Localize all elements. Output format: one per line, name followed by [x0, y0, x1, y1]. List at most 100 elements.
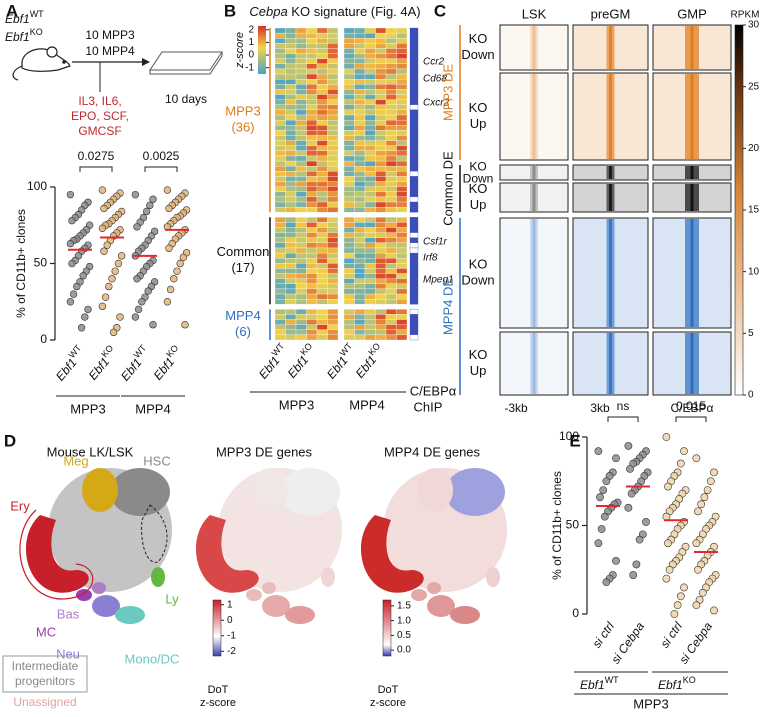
colorbar [212, 599, 222, 657]
heatmap-cell [354, 150, 366, 157]
heatmap-cell [327, 89, 339, 95]
heatmap-cell [385, 130, 397, 136]
heatmap-cell [274, 145, 286, 151]
heatmap-cell [364, 278, 376, 284]
heatmap-cell [385, 207, 397, 213]
heatmap-cell [306, 119, 318, 126]
chip-cell [409, 58, 419, 64]
chip-cell [409, 227, 419, 233]
heatmap-cell [295, 27, 307, 34]
heatmap-cell [385, 273, 397, 279]
heatmap-cell [354, 207, 366, 213]
heatmap-cell [364, 186, 376, 192]
heatmap-cell [327, 119, 339, 126]
data-point [692, 539, 701, 548]
heatmap-cell [385, 263, 397, 269]
heatmap-cell [364, 160, 376, 167]
chip-cell [409, 329, 419, 336]
heatmap-cell [306, 109, 318, 116]
y-tick-label: 50 [34, 256, 48, 270]
data-point [149, 321, 157, 329]
heatmap-cell [354, 232, 366, 238]
heatmap-cell [385, 73, 397, 80]
heatmap-cell [375, 186, 387, 192]
heatmap-cell [385, 196, 397, 203]
data-point [170, 275, 178, 283]
heatmap-cell [316, 89, 328, 95]
gene: Ebf1 [5, 12, 30, 26]
heatmap-cell [375, 283, 387, 290]
heatmap-cell [327, 155, 339, 162]
heatmap-cell [354, 309, 366, 315]
data-point [599, 486, 608, 494]
heatmap-cell [375, 135, 387, 141]
gene: Ebf1 [5, 30, 30, 44]
heatmap-cell [316, 314, 328, 320]
heatmap-cell [364, 94, 376, 100]
heatmap-cell [343, 242, 355, 249]
row-label: Up [470, 116, 487, 131]
chip-cell [409, 119, 419, 126]
heatmap-cell [354, 140, 366, 146]
heatmap-cell [385, 68, 397, 75]
umap-cluster [486, 567, 500, 587]
data-point [149, 195, 157, 203]
heatmap-cell [343, 222, 355, 228]
heatmap-cell [375, 242, 387, 249]
heatmap-cell [385, 160, 397, 167]
heatmap-cell [354, 171, 366, 177]
heatmap-cell [396, 309, 408, 315]
data-point [692, 454, 701, 463]
row-label: Down [461, 272, 494, 287]
heatmap-cell [396, 32, 408, 39]
x-label: -3kb [504, 401, 528, 415]
heatmap-cell [343, 237, 355, 244]
data-point [98, 224, 107, 233]
heatmap-cell [327, 32, 339, 39]
row-label: KO [469, 256, 488, 271]
heatmap-cell [274, 217, 286, 223]
heatmap-cell [396, 263, 408, 269]
heatmap-cell [274, 273, 286, 279]
heatmap-cell [385, 140, 397, 146]
heatmap-cell [385, 58, 397, 64]
gene: Ebf1 [256, 354, 283, 382]
heatmap-cell [285, 166, 297, 172]
heatmap-cell [343, 89, 355, 95]
heatmap-cell [354, 314, 366, 320]
data-point [100, 204, 108, 213]
heatmap-cell [396, 288, 408, 295]
heatmap-cell [327, 232, 339, 238]
heatmap-cell [343, 207, 355, 213]
column-label: GMP [677, 6, 707, 21]
heatmap-cell [274, 288, 286, 295]
heatmap-cell [396, 299, 408, 305]
x-label: 3kb [590, 401, 610, 415]
gene: Ebf1 [285, 353, 312, 381]
heatmap-cell [385, 38, 397, 44]
heatmap-cell [396, 109, 408, 116]
umap-title: MPP4 DE genes [384, 444, 481, 459]
heatmap-cell [343, 109, 355, 116]
chip-cell [409, 109, 419, 116]
heatmap-cell [385, 201, 397, 208]
heatmap-cell [285, 79, 297, 85]
genotype: KO [683, 675, 696, 685]
data-point [165, 204, 173, 213]
heatmap-cell [306, 334, 318, 341]
row-label: Up [470, 197, 487, 212]
heatmap-cell [396, 145, 408, 151]
heatmap-cell [385, 135, 397, 141]
heatmap-cell [354, 191, 366, 198]
data-point [635, 535, 644, 544]
heatmap-cell [396, 247, 408, 254]
row-group-count: (36) [231, 120, 254, 135]
heatmap-cell [327, 237, 339, 244]
umap-cluster [252, 468, 288, 512]
heatmap-cell [285, 222, 297, 228]
heatmap-cell [327, 207, 339, 213]
heatmap-cell [364, 79, 376, 85]
heatmap-cell [327, 181, 339, 187]
data-point [626, 464, 634, 473]
heatmap-cell [375, 324, 387, 330]
